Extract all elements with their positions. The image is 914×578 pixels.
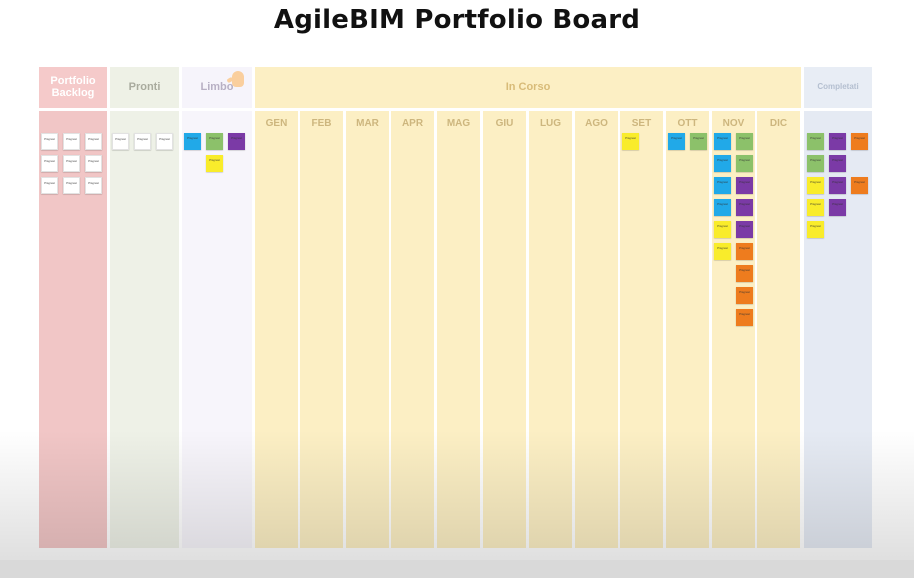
sticky-note-orange[interactable]: Prog test xyxy=(736,309,753,326)
sticky-note-purple[interactable]: Prog test xyxy=(736,221,753,238)
sticky-note-white[interactable]: Prog test xyxy=(85,177,102,194)
month-label: FEB xyxy=(311,118,332,129)
sticky-note-white[interactable]: Prog test xyxy=(63,133,80,150)
month-label: LUG xyxy=(539,118,562,129)
month-column-gen: GEN xyxy=(255,111,298,548)
month-column-dic: DIC xyxy=(757,111,800,548)
header-in-corso[interactable]: In Corso xyxy=(255,67,801,108)
sticky-note-green[interactable]: Prog test xyxy=(206,133,223,150)
sticky-note-white[interactable]: Prog test xyxy=(41,155,58,172)
month-label: GIU xyxy=(495,118,514,129)
hand-icon xyxy=(232,71,244,87)
sticky-note-orange[interactable]: Prog test xyxy=(851,177,868,194)
sticky-note-white[interactable]: Prog test xyxy=(134,133,151,150)
sticky-note-blue[interactable]: Prog test xyxy=(184,133,201,150)
header-completati[interactable]: Completati xyxy=(804,67,872,108)
sticky-note-orange[interactable]: Prog test xyxy=(736,287,753,304)
sticky-note-blue[interactable]: Prog test xyxy=(714,199,731,216)
month-label: DIC xyxy=(769,118,788,129)
sticky-note-yellow[interactable]: Prog test xyxy=(714,221,731,238)
sticky-note-purple[interactable]: Prog test xyxy=(829,199,846,216)
header-pronti[interactable]: Pronti xyxy=(110,67,179,108)
column-limbo xyxy=(182,111,252,548)
sticky-note-purple[interactable]: Prog test xyxy=(228,133,245,150)
sticky-note-white[interactable]: Prog test xyxy=(156,133,173,150)
sticky-note-green[interactable]: Prog test xyxy=(736,155,753,172)
month-label: GEN xyxy=(265,118,288,129)
month-label: APR xyxy=(401,118,424,129)
month-column-lug: LUG xyxy=(529,111,572,548)
sticky-note-orange[interactable]: Prog test xyxy=(736,265,753,282)
sticky-note-orange[interactable]: Prog test xyxy=(851,133,868,150)
sticky-note-white[interactable]: Prog test xyxy=(63,155,80,172)
month-label: NOV xyxy=(722,118,745,129)
bottom-bar xyxy=(0,560,914,578)
sticky-note-yellow[interactable]: Prog test xyxy=(807,221,824,238)
sticky-note-blue[interactable]: Prog test xyxy=(714,133,731,150)
sticky-note-purple[interactable]: Prog test xyxy=(736,199,753,216)
month-column-mar: MAR xyxy=(346,111,389,548)
sticky-note-blue[interactable]: Prog test xyxy=(714,177,731,194)
sticky-note-blue[interactable]: Prog test xyxy=(668,133,685,150)
month-column-ago: AGO xyxy=(575,111,618,548)
sticky-note-yellow[interactable]: Prog test xyxy=(206,155,223,172)
sticky-note-white[interactable]: Prog test xyxy=(63,177,80,194)
sticky-note-yellow[interactable]: Prog test xyxy=(622,133,639,150)
sticky-note-purple[interactable]: Prog test xyxy=(829,177,846,194)
sticky-note-purple[interactable]: Prog test xyxy=(829,155,846,172)
header-portfolio-backlog[interactable]: Portfolio Backlog xyxy=(39,67,107,108)
month-label: OTT xyxy=(677,118,698,129)
month-label: SET xyxy=(631,118,652,129)
month-column-mag: MAG xyxy=(437,111,480,548)
column-pronti xyxy=(110,111,179,548)
sticky-note-purple[interactable]: Prog test xyxy=(829,133,846,150)
sticky-note-yellow[interactable]: Prog test xyxy=(807,177,824,194)
month-label: MAR xyxy=(356,118,379,129)
month-label: AGO xyxy=(585,118,608,129)
month-column-set: SET xyxy=(620,111,663,548)
sticky-note-white[interactable]: Prog test xyxy=(85,133,102,150)
sticky-note-white[interactable]: Prog test xyxy=(41,177,58,194)
month-column-feb: FEB xyxy=(300,111,343,548)
month-column-apr: APR xyxy=(391,111,434,548)
sticky-note-green[interactable]: Prog test xyxy=(807,155,824,172)
sticky-note-yellow[interactable]: Prog test xyxy=(714,243,731,260)
sticky-note-yellow[interactable]: Prog test xyxy=(807,199,824,216)
board-title: AgileBIM Portfolio Board xyxy=(273,5,641,35)
month-label: MAG xyxy=(446,118,471,129)
sticky-note-orange[interactable]: Prog test xyxy=(736,243,753,260)
month-column-ott: OTT xyxy=(666,111,709,548)
sticky-note-purple[interactable]: Prog test xyxy=(736,177,753,194)
sticky-note-blue[interactable]: Prog test xyxy=(714,155,731,172)
sticky-note-green[interactable]: Prog test xyxy=(690,133,707,150)
sticky-note-green[interactable]: Prog test xyxy=(807,133,824,150)
month-column-giu: GIU xyxy=(483,111,526,548)
sticky-note-white[interactable]: Prog test xyxy=(112,133,129,150)
sticky-note-white[interactable]: Prog test xyxy=(85,155,102,172)
header-limbo-label: Limbo xyxy=(200,80,234,93)
sticky-note-green[interactable]: Prog test xyxy=(736,133,753,150)
sticky-note-white[interactable]: Prog test xyxy=(41,133,58,150)
